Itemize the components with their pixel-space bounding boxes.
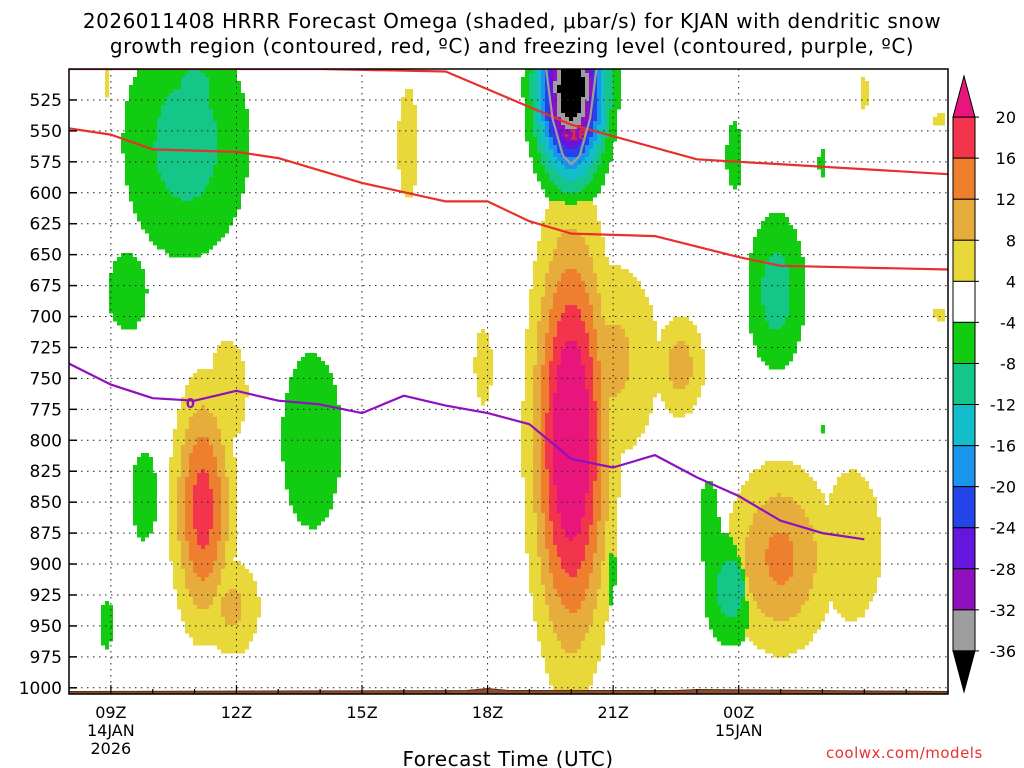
colorbar-label-1: 16 [996,149,1016,168]
y-tick-label-600: 600 [30,184,62,204]
y-tick-label-1000: 1000 [19,679,62,699]
x-tick-label-12-0: 21Z [597,703,628,722]
colorbar-label-13: -36 [990,642,1016,661]
pressure-axis: 525 550 575 600 625 650 675 700 725 750 775 800 825 8… [19,91,77,699]
y-tick-label-575: 575 [30,153,62,173]
y-tick-label-700: 700 [30,308,62,328]
omega-shading [101,69,945,694]
colorbar-swatch-10 [952,486,976,529]
credit-link[interactable]: coolwx.com/models [826,744,983,762]
y-tick-label-975: 975 [30,648,62,668]
y-tick-label-850: 850 [30,493,62,513]
chart-title-line-1: 2026011408 HRRR Forecast Omega (shaded, … [82,9,942,33]
x-tick-label-15-0: 00Z [723,703,754,722]
colorbar-swatch-7 [952,362,976,406]
x-tick-label-6-0: 15Z [346,703,377,722]
freezing-level-0C-label: 0 [186,397,195,412]
freezing-level-0C [69,362,865,541]
y-tick-label-750: 750 [30,369,62,389]
colorbar-swatch-2 [952,157,976,200]
colorbar-label-8: -16 [990,437,1016,456]
x-axis-label: Forecast Time (UTC) [402,747,613,768]
colorbar-swatch-3 [952,198,976,241]
colorbar-swatch-0 [952,74,976,118]
colorbar-label-0: 20 [996,108,1016,127]
chart-title-line-2: growth region (contoured, red, ºC) and f… [109,34,915,58]
colorbar-label-11: -28 [990,560,1016,579]
omega-minus-32-outline [545,69,598,166]
colorbar-swatch-11 [952,527,976,570]
y-tick-label-525: 525 [30,91,62,111]
x-tick-label-0-2: 2026 [90,739,131,758]
colorbar-label-7: -12 [990,396,1016,415]
x-tick-label-0-0: 09Z [95,703,126,722]
y-tick-label-875: 875 [30,524,62,544]
colorbar-swatch-8 [952,404,976,447]
x-tick-label-3-0: 12Z [221,703,252,722]
colorbar-swatch-9 [952,445,976,488]
x-tick-label-15-1: 15JAN [715,721,763,740]
colorbar-swatch-14 [952,650,976,694]
terrain-strip [69,688,948,694]
colorbar-label-6: -8 [1000,354,1016,373]
y-tick-label-550: 550 [30,122,62,142]
y-tick-label-825: 825 [30,462,62,482]
colorbar-swatch-5 [952,280,976,323]
plot-frame [68,68,949,695]
y-tick-label-650: 650 [30,246,62,266]
x-tick-label-9-0: 18Z [472,703,503,722]
terrain-ground [69,688,948,694]
isotherm-minus-12 [69,69,948,176]
colorbar-swatch-12 [952,568,976,611]
colorbar-label-12: -32 [990,601,1016,620]
x-tick-label-0-1: 14JAN [87,721,135,740]
colorbar-swatch-13 [952,609,976,652]
y-tick-label-625: 625 [30,215,62,235]
colorbar-label-2: 12 [996,190,1016,209]
y-tick-label-775: 775 [30,400,62,420]
colorbar-swatch-1 [952,116,976,159]
isotherm-minus-18 [69,127,948,271]
colorbar-label-3: 8 [1006,231,1016,250]
colorbar-label-5: -4 [1000,313,1016,332]
y-tick-label-725: 725 [30,338,62,358]
isotherm-minus-18-label: -18 [564,129,588,144]
colorbar-swatch-6 [952,321,976,364]
colorbar-swatch-4 [952,239,976,282]
y-tick-label-950: 950 [30,617,62,637]
colorbar-label-10: -24 [990,519,1016,538]
y-tick-label-800: 800 [30,431,62,451]
colorbar-label-4: 4 [1006,272,1016,291]
y-tick-label-675: 675 [30,277,62,297]
y-tick-label-925: 925 [30,586,62,606]
temperature-contours: -18 0 [69,69,948,541]
colorbar-label-9: -20 [990,478,1016,497]
colorbar: 20 16 12 8 4 -4 -8 -12 -16 -20 -24 -28 -32 -36 [952,74,1016,694]
y-tick-label-900: 900 [30,555,62,575]
grid-lines [69,69,948,694]
